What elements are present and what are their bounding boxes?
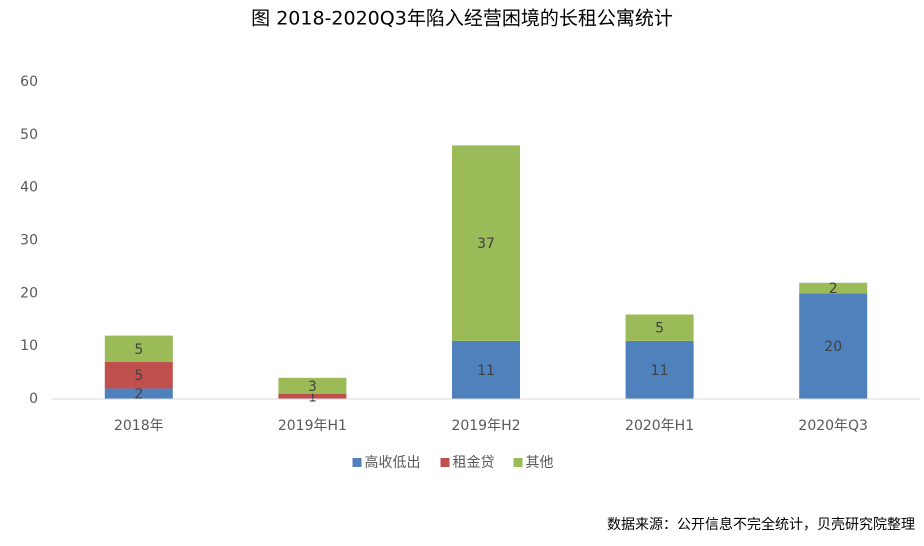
bar-segment <box>799 293 868 399</box>
data-label: 2 <box>134 387 143 403</box>
data-label: 11 <box>651 363 669 379</box>
legend-label: 其他 <box>526 455 554 471</box>
y-tick-label: 60 <box>20 74 38 90</box>
data-label: 5 <box>134 342 143 358</box>
bar-segment <box>104 335 173 363</box>
data-label: 1 <box>308 389 317 405</box>
legend-swatch <box>513 458 523 467</box>
bar-segment <box>104 388 173 399</box>
legend-label: 租金贷 <box>453 455 495 471</box>
source-note: 数据来源：公开信息不完全统计，贝壳研究院整理 <box>607 516 915 533</box>
bar-segment <box>104 362 173 389</box>
bar-segment <box>452 145 520 341</box>
y-tick-label: 40 <box>20 180 38 196</box>
legend-label: 高收低出 <box>365 454 421 471</box>
y-tick-label: 50 <box>20 127 38 143</box>
y-tick-label: 10 <box>20 338 38 354</box>
y-tick-label: 20 <box>20 285 38 301</box>
data-label: 2 <box>829 281 838 297</box>
y-tick-label: 0 <box>29 391 38 407</box>
data-label: 11 <box>477 363 495 379</box>
x-tick-label: 2019年H2 <box>451 418 520 434</box>
data-label: 37 <box>477 236 495 252</box>
data-label: 20 <box>824 339 842 355</box>
bar-segment <box>625 314 694 341</box>
bar-segment <box>278 377 347 394</box>
data-label: 5 <box>134 368 143 384</box>
data-label: 5 <box>655 321 664 337</box>
x-tick-label: 2020年H1 <box>625 418 694 434</box>
x-tick-label: 2019年H1 <box>278 418 347 434</box>
bar-segment <box>625 340 694 399</box>
chart-title: 图 2018-2020Q3年陷入经营困境的长租公寓统计 <box>251 8 673 30</box>
y-tick-label: 30 <box>20 233 38 249</box>
bar-segment <box>452 340 520 399</box>
legend-swatch <box>440 458 450 467</box>
bar-segment <box>278 393 347 399</box>
legend-swatch <box>352 458 362 467</box>
bar-segment <box>799 282 868 294</box>
data-label: 3 <box>308 379 317 395</box>
x-tick-label: 2018年 <box>114 418 164 434</box>
x-tick-label: 2020年Q3 <box>798 418 868 434</box>
